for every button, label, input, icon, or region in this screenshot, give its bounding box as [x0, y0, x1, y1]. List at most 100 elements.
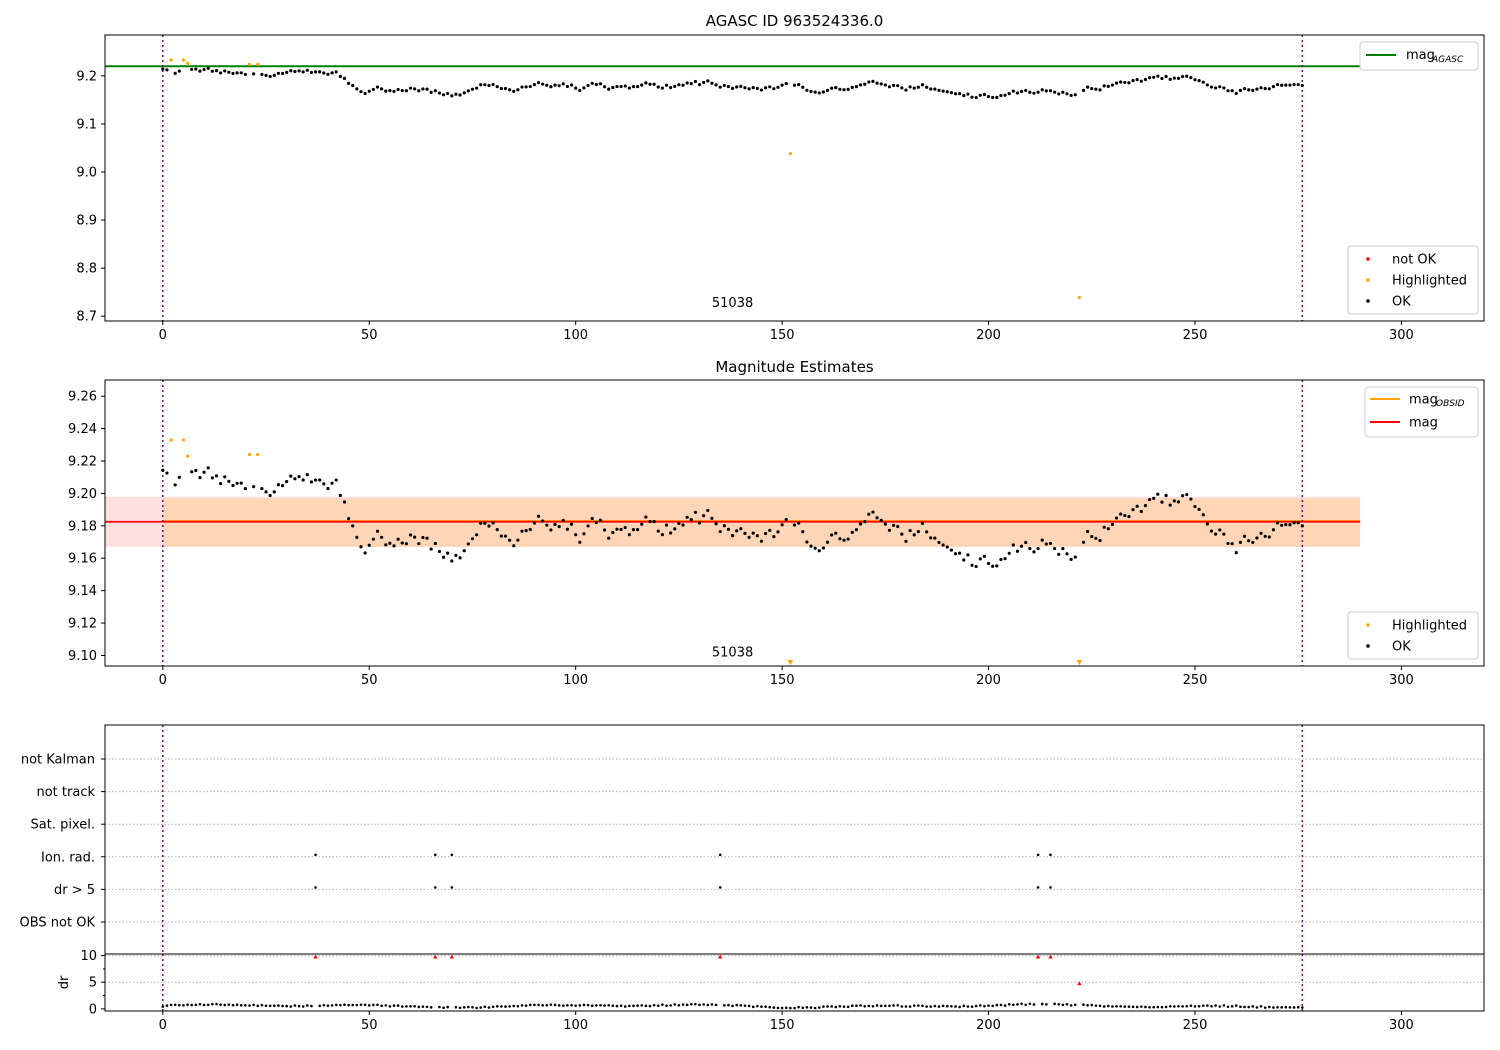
ok-point: [367, 543, 371, 547]
ok-point: [1234, 91, 1238, 96]
y-tick-label: 9.2: [76, 69, 97, 84]
ok-point: [1102, 1005, 1106, 1008]
ok-point: [884, 1004, 887, 1008]
ok-point: [615, 84, 619, 89]
ok-point: [1040, 88, 1044, 92]
ok-point: [1255, 87, 1259, 91]
ok-point: [1119, 512, 1123, 516]
ok-point: [863, 520, 867, 524]
ok-point: [169, 1003, 173, 1007]
ok-point: [805, 88, 809, 92]
ok-point: [664, 523, 669, 527]
ok-point: [1069, 557, 1073, 561]
ok-point: [1209, 85, 1214, 89]
ok-point: [524, 85, 528, 89]
ok-point: [1205, 83, 1209, 87]
ok-point: [161, 468, 165, 472]
ok-point: [962, 94, 966, 98]
ok-point: [623, 1005, 627, 1008]
ok-point: [1090, 87, 1094, 91]
ok-point: [1288, 523, 1292, 527]
ok-point: [1123, 513, 1127, 518]
ok-point: [1271, 528, 1276, 532]
ok-point: [454, 92, 458, 96]
ok-point: [536, 514, 541, 518]
ok-point: [471, 1006, 474, 1009]
ok-point: [165, 68, 169, 72]
ok-point: [1065, 552, 1069, 556]
ok-point: [784, 517, 788, 522]
ok-point: [710, 516, 714, 520]
ok-point: [760, 1005, 763, 1008]
ok-point: [586, 1003, 590, 1007]
ok-point: [1028, 1002, 1032, 1006]
ok-point: [1143, 504, 1148, 508]
ok-point: [1185, 1004, 1189, 1008]
ok-point: [454, 553, 458, 558]
ok-point: [231, 483, 235, 488]
ok-point: [755, 86, 759, 91]
ok-point: [417, 542, 421, 546]
ok-point: [714, 1003, 718, 1007]
ok-point: [607, 87, 611, 91]
ok-point: [809, 89, 813, 94]
ok-point: [499, 86, 503, 91]
ok-point: [594, 520, 598, 525]
ok-point: [479, 83, 483, 87]
ok-point: [347, 1003, 350, 1007]
ok-point: [1267, 535, 1271, 539]
ok-point: [875, 516, 879, 520]
ok-point: [599, 1003, 602, 1007]
ok-point: [751, 531, 755, 535]
ok-point: [925, 1005, 928, 1008]
ok-point: [235, 1003, 239, 1007]
ok-point: [1024, 88, 1028, 93]
ok-point: [611, 530, 615, 535]
ok-point: [627, 533, 631, 537]
ok-point: [631, 528, 636, 532]
ok-point: [958, 1005, 961, 1009]
ok-point: [483, 1005, 487, 1009]
ok-point: [1016, 1003, 1019, 1006]
ok-point: [916, 85, 920, 89]
ok-point: [937, 540, 941, 545]
ok-point: [177, 475, 181, 479]
ok-point: [190, 1003, 194, 1007]
ok-point: [739, 84, 743, 88]
ok-point: [1185, 492, 1189, 497]
ok-point: [384, 543, 388, 547]
ok-point: [677, 1003, 681, 1007]
ok-point: [1045, 1003, 1048, 1006]
ok-point: [1073, 93, 1077, 97]
ok-point: [433, 89, 437, 93]
ok-point: [532, 83, 536, 87]
ok-point: [202, 470, 206, 474]
ok-point: [1131, 79, 1135, 83]
ok-point: [673, 1003, 677, 1006]
ok-point: [330, 1004, 334, 1007]
ok-point: [1214, 532, 1218, 536]
flag-point: [433, 886, 437, 889]
ok-point: [1090, 1003, 1094, 1007]
ok-point: [842, 1005, 846, 1008]
ok-point: [1135, 1005, 1139, 1009]
ok-point: [1168, 1004, 1172, 1008]
x-tick-label: 100: [563, 328, 588, 343]
ok-point: [1139, 509, 1143, 514]
flag-point: [1049, 886, 1052, 889]
ok-point: [1028, 546, 1032, 551]
ok-point: [1131, 1005, 1135, 1009]
ok-point: [949, 548, 953, 552]
legend-label: mag: [1406, 48, 1435, 63]
ok-point: [1024, 540, 1028, 545]
ok-point: [953, 92, 958, 96]
ok-point: [371, 537, 375, 541]
ok-point: [474, 533, 479, 537]
ok-point: [986, 95, 991, 99]
ok-point: [743, 531, 747, 535]
ok-point: [834, 86, 838, 90]
not-ok-point: [1035, 954, 1041, 959]
x-tick-label: 50: [361, 328, 378, 343]
ok-point: [268, 74, 272, 79]
ok-point: [817, 1006, 821, 1009]
